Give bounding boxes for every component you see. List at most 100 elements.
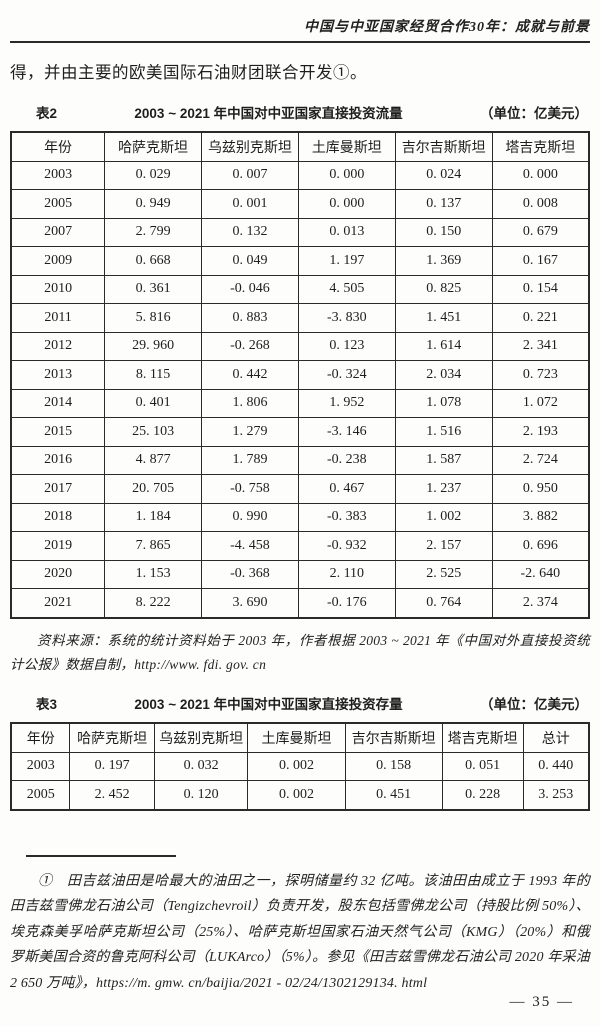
table-cell: 4. 877 <box>104 445 202 476</box>
table-cell: 1. 153 <box>104 559 202 590</box>
table-row: 2007 2. 799 0. 132 0. 013 0. 150 0. 679 <box>10 217 590 248</box>
table-cell: 0. 221 <box>491 303 590 333</box>
table-cell: -0. 176 <box>297 588 396 619</box>
table-cell: 2020 <box>10 559 106 590</box>
table-cell: 2014 <box>10 388 106 419</box>
column-header: 土库曼斯坦 <box>297 131 396 162</box>
column-header: 总计 <box>522 722 590 753</box>
table-cell: 2003 <box>10 160 106 191</box>
table-cell: 8. 115 <box>104 360 202 390</box>
table-cell: 20. 705 <box>104 474 202 504</box>
table-cell: 0. 197 <box>69 751 155 782</box>
fdi-stock-table: 年份 哈萨克斯坦 乌兹别克斯坦 土库曼斯坦 吉尔吉斯斯坦 塔吉克斯坦 总计 2003 0. 1… <box>10 722 590 811</box>
table2-caption: 表2 2003 ~ 2021 年中国对中亚国家直接投资流量 （单位：亿美元） <box>10 102 590 122</box>
table-row: 2018 1. 184 0. 990 -0. 383 1. 002 3. 882 <box>10 502 590 533</box>
table-cell: 1. 789 <box>201 445 299 476</box>
table-cell: -0. 932 <box>297 531 396 561</box>
table-cell: -0. 268 <box>201 331 299 362</box>
table-cell: 0. 032 <box>153 751 249 782</box>
table-cell: 4. 505 <box>297 274 396 305</box>
table-row: 2012 29. 960 -0. 268 0. 123 1. 614 2. 341 <box>10 331 590 362</box>
table-cell: -0. 046 <box>201 274 299 305</box>
column-header: 塔吉克斯坦 <box>441 722 524 753</box>
table-cell: 25. 103 <box>104 417 202 447</box>
table-cell: 2. 193 <box>491 417 590 447</box>
table-row: 2014 0. 401 1. 806 1. 952 1. 078 1. 072 <box>10 388 590 419</box>
table-cell: 0. 001 <box>201 189 299 219</box>
table-cell: 0. 158 <box>344 751 443 782</box>
table-cell: 0. 002 <box>247 751 346 782</box>
page-number: — 35 — <box>509 994 574 1010</box>
table-cell: -0. 758 <box>201 474 299 504</box>
column-header: 乌兹别克斯坦 <box>153 722 249 753</box>
table-cell: 0. 679 <box>491 217 590 248</box>
table-cell: 2013 <box>10 360 106 390</box>
table-cell: -0. 324 <box>297 360 396 390</box>
footnote-separator <box>26 854 176 857</box>
table-cell: 0. 051 <box>441 751 524 782</box>
column-header: 吉尔吉斯斯坦 <box>344 722 443 753</box>
table-cell: 1. 516 <box>394 417 493 447</box>
table-cell: 0. 008 <box>491 189 590 219</box>
table-cell: 3. 882 <box>491 502 590 533</box>
table-row: 2019 7. 865 -4. 458 -0. 932 2. 157 0. 696 <box>10 531 590 561</box>
table-cell: -0. 383 <box>297 502 396 533</box>
table-cell: 0. 950 <box>491 474 590 504</box>
table2-title: 2003 ~ 2021 年中国对中亚国家直接投资流量 <box>134 106 403 122</box>
table-cell: 0. 029 <box>104 160 202 191</box>
table-row: 2020 1. 153 -0. 368 2. 110 2. 525 -2. 640 <box>10 559 590 590</box>
table-cell: 0. 723 <box>491 360 590 390</box>
table-row: 2009 0. 668 0. 049 1. 197 1. 369 0. 167 <box>10 246 590 276</box>
table-cell: -4. 458 <box>201 531 299 561</box>
footnote-text: ① 田吉兹油田是哈最大的油田之一，探明储量约 32 亿吨。该油田由成立于 199… <box>10 873 590 991</box>
table3-label: 表3 <box>36 697 58 713</box>
table-cell: 1. 587 <box>394 445 493 476</box>
header-rule <box>10 41 590 43</box>
table-cell: 2. 452 <box>69 780 155 811</box>
table-cell: 0. 451 <box>344 780 443 811</box>
table-cell: 0. 696 <box>491 531 590 561</box>
table-cell: 2. 374 <box>491 588 590 619</box>
table-cell: 29. 960 <box>104 331 202 362</box>
table-cell: 2005 <box>10 780 71 811</box>
table-row: 2013 8. 115 0. 442 -0. 324 2. 034 0. 723 <box>10 360 590 390</box>
fdi-flow-table: 年份 哈萨克斯坦 乌兹别克斯坦 土库曼斯坦 吉尔吉斯斯坦 塔吉克斯坦 2003 0. 029… <box>10 131 590 619</box>
table-cell: 2021 <box>10 588 106 619</box>
table-cell: 0. 000 <box>491 160 590 191</box>
table-cell: 2016 <box>10 445 106 476</box>
table-row: 2003 0. 029 0. 007 0. 000 0. 024 0. 000 <box>10 160 590 191</box>
table-cell: 0. 007 <box>201 160 299 191</box>
table-cell: 8. 222 <box>104 588 202 619</box>
table-cell: 0. 361 <box>104 274 202 305</box>
table-row: 2005 0. 949 0. 001 0. 000 0. 137 0. 008 <box>10 189 590 219</box>
column-header: 塔吉克斯坦 <box>491 131 590 162</box>
table-cell: 0. 949 <box>104 189 202 219</box>
table-cell: 2018 <box>10 502 106 533</box>
table-cell: 5. 816 <box>104 303 202 333</box>
table-cell: 0. 401 <box>104 388 202 419</box>
table-cell: 0. 000 <box>297 189 396 219</box>
table-row: 2017 20. 705 -0. 758 0. 467 1. 237 0. 950 <box>10 474 590 504</box>
table-cell: 0. 668 <box>104 246 202 276</box>
table-cell: 1. 237 <box>394 474 493 504</box>
table-cell: 0. 825 <box>394 274 493 305</box>
table-cell: 1. 072 <box>491 388 590 419</box>
table-cell: 1. 184 <box>104 502 202 533</box>
column-header: 哈萨克斯坦 <box>104 131 202 162</box>
table-cell: 2019 <box>10 531 106 561</box>
table-cell: 0. 013 <box>297 217 396 248</box>
table-cell: 0. 002 <box>247 780 346 811</box>
table-cell: 0. 228 <box>441 780 524 811</box>
intro-paragraph: 得，并由主要的欧美国际石油财团联合开发①。 <box>10 63 367 82</box>
table-cell: 0. 024 <box>394 160 493 191</box>
table-cell: 2017 <box>10 474 106 504</box>
table2-label: 表2 <box>36 106 58 122</box>
table-cell: 2012 <box>10 331 106 362</box>
table-cell: -0. 238 <box>297 445 396 476</box>
table-cell: 2003 <box>10 751 71 782</box>
table-cell: 2015 <box>10 417 106 447</box>
table3-caption: 表3 2003 ~ 2021 年中国对中亚国家直接投资存量 （单位：亿美元） <box>10 693 590 713</box>
column-header: 哈萨克斯坦 <box>69 722 155 753</box>
column-header: 年份 <box>10 131 106 162</box>
table-cell: -3. 830 <box>297 303 396 333</box>
